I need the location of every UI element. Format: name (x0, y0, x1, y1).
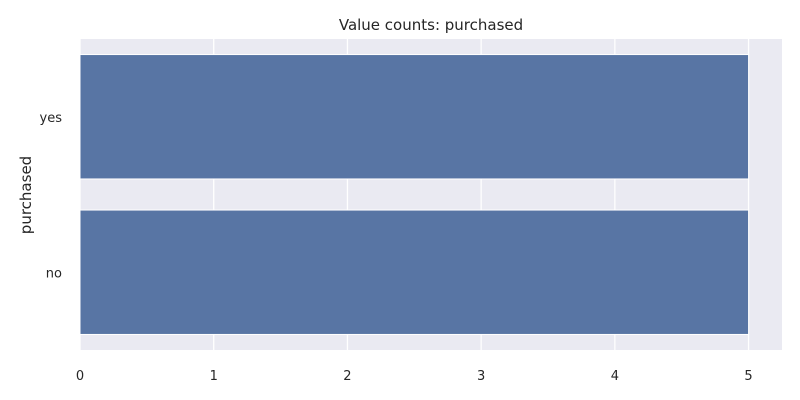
x-tick-label-2: 2 (343, 369, 351, 384)
x-tick-label-1: 1 (210, 369, 218, 384)
y-tick-labels: yes no (40, 111, 63, 282)
chart-title: Value counts: purchased (339, 16, 523, 34)
x-tick-label-4: 4 (611, 369, 619, 384)
x-tick-label-3: 3 (477, 369, 485, 384)
bar-no (79, 209, 750, 335)
y-tick-label-yes: yes (40, 111, 63, 126)
x-tick-label-0: 0 (76, 369, 84, 384)
x-tick-label-5: 5 (744, 369, 752, 384)
y-axis-label: purchased (17, 156, 35, 234)
bars (79, 54, 750, 335)
y-tick-label-no: no (46, 266, 62, 281)
x-tick-labels: 0 1 2 3 4 5 (76, 369, 753, 384)
bar-yes (79, 54, 750, 180)
